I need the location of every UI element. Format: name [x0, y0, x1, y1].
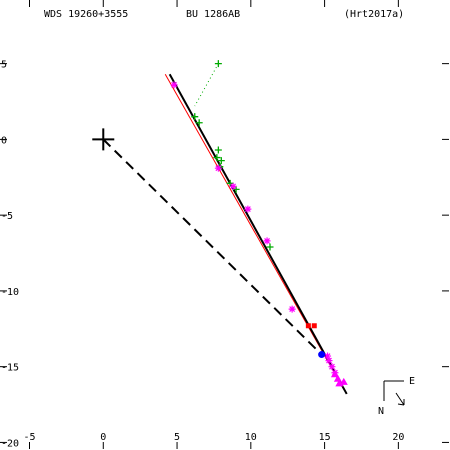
- header-discoverer: BU 1286AB: [186, 9, 241, 20]
- primary-star-cross: [92, 128, 115, 151]
- asterisk-marker: [214, 164, 222, 172]
- asterisk-marker: [328, 363, 336, 371]
- y-tick-label: -15: [1, 363, 19, 374]
- x-tick-label: -5: [23, 432, 35, 443]
- asterisk-marker: [288, 305, 296, 313]
- x-tick-label: 10: [245, 432, 257, 443]
- asterisk-marker: [325, 357, 333, 365]
- compass-north-label: N: [378, 406, 384, 417]
- orbit-fit-line: [168, 73, 348, 395]
- y-tick-label: -20: [1, 438, 19, 449]
- line-of-nodes: [102, 138, 323, 356]
- asterisk-marker: [263, 237, 271, 245]
- y-tick-label: 5: [1, 60, 7, 71]
- asterisk-marker: [170, 81, 178, 89]
- plus-marker: [217, 157, 225, 165]
- plus-marker: [266, 243, 274, 251]
- y-tick-label: 0: [1, 135, 7, 146]
- y-tick-label: -5: [1, 211, 13, 222]
- header-reference: (Hrt2017a): [344, 9, 405, 20]
- plus-marker: [214, 146, 222, 154]
- plus-marker: [214, 60, 222, 68]
- square-marker: [311, 323, 317, 329]
- asterisk-marker: [244, 205, 252, 213]
- plus-marker: [213, 154, 221, 162]
- motion-arrow-icon: [395, 392, 405, 406]
- triangle-marker: [339, 377, 348, 385]
- square-marker: [305, 323, 311, 329]
- fit-lines: [102, 73, 348, 395]
- compass-east-label: E: [409, 376, 415, 387]
- x-tick-label: 0: [100, 432, 106, 443]
- observations: [170, 60, 348, 387]
- triangle-marker: [333, 374, 342, 382]
- dot-marker: [318, 351, 326, 359]
- x-tick-label: 20: [392, 432, 404, 443]
- plus-marker: [195, 119, 203, 127]
- primary-star: [92, 128, 115, 151]
- asterisk-marker: [229, 182, 237, 190]
- y-tick-label: -10: [1, 287, 19, 298]
- plus-marker: [191, 113, 199, 121]
- triangle-marker: [330, 370, 339, 378]
- compass-rose: E N: [378, 376, 415, 417]
- x-tick-label: 5: [174, 432, 180, 443]
- x-tick-label: 15: [319, 432, 331, 443]
- asterisk-marker: [324, 352, 332, 360]
- header-wds: WDS 19260+3555: [44, 9, 129, 20]
- residual-line: [194, 63, 219, 107]
- plus-marker: [226, 179, 234, 187]
- plus-marker: [232, 185, 240, 193]
